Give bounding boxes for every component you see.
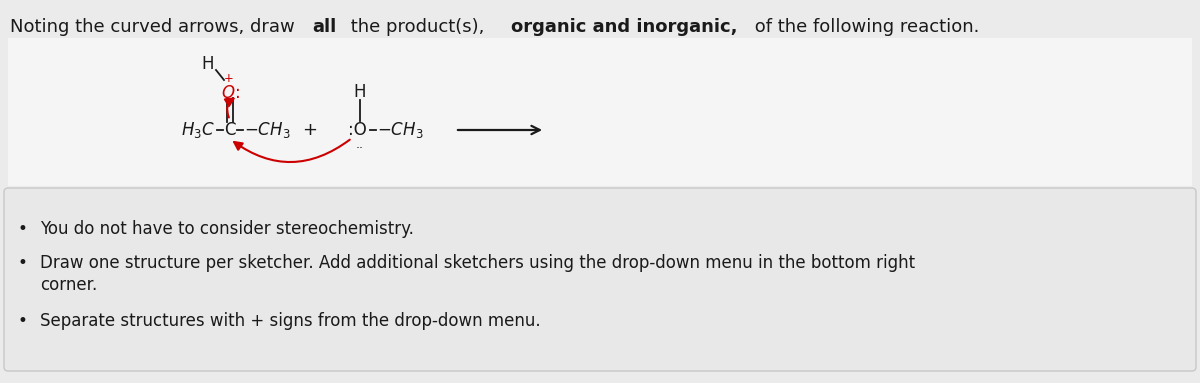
Text: :O: :O [348, 121, 367, 139]
Text: of the following reaction.: of the following reaction. [749, 18, 979, 36]
Text: H: H [202, 55, 215, 73]
Text: ··: ·· [356, 142, 364, 155]
Text: H: H [354, 83, 366, 101]
Text: the product(s),: the product(s), [344, 18, 490, 36]
Text: You do not have to consider stereochemistry.: You do not have to consider stereochemis… [40, 220, 414, 238]
Text: Noting the curved arrows, draw: Noting the curved arrows, draw [10, 18, 300, 36]
Text: Draw one structure per sketcher. Add additional sketchers using the drop-down me: Draw one structure per sketcher. Add add… [40, 254, 916, 272]
Text: $-CH_3$: $-CH_3$ [377, 120, 424, 140]
Text: •: • [18, 254, 28, 272]
Text: all: all [312, 18, 336, 36]
Text: +: + [302, 121, 318, 139]
Text: organic and inorganic,: organic and inorganic, [510, 18, 737, 36]
Text: C: C [224, 121, 235, 139]
Text: corner.: corner. [40, 276, 97, 294]
Text: $-CH_3$: $-CH_3$ [244, 120, 290, 140]
FancyBboxPatch shape [4, 188, 1196, 371]
FancyBboxPatch shape [8, 38, 1192, 186]
Text: •: • [18, 220, 28, 238]
Text: Separate structures with + signs from the drop-down menu.: Separate structures with + signs from th… [40, 312, 541, 330]
Text: •: • [18, 312, 28, 330]
Text: $\overset{+}{O}$:: $\overset{+}{O}$: [221, 74, 240, 102]
Text: $H_3C$: $H_3C$ [181, 120, 215, 140]
FancyArrowPatch shape [234, 140, 349, 162]
FancyArrowPatch shape [224, 98, 234, 118]
